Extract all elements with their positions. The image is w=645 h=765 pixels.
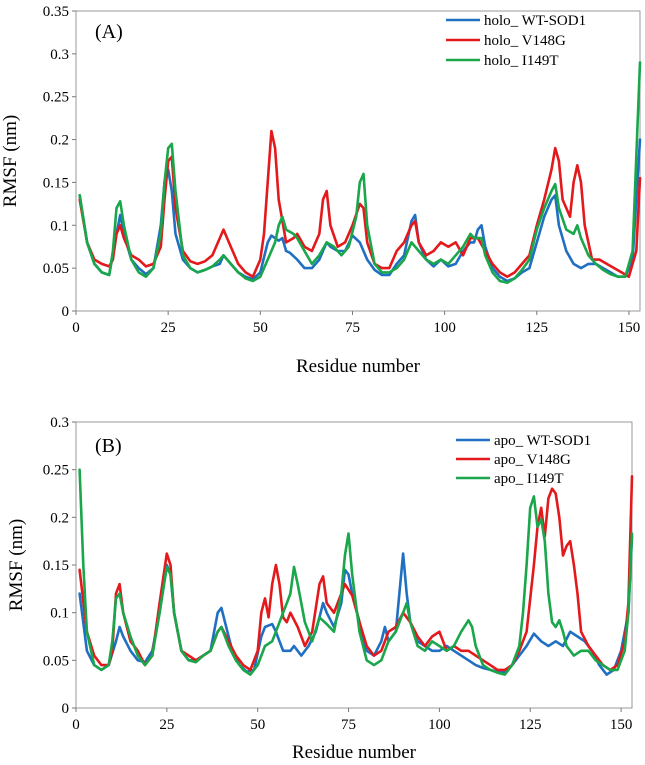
plot-area-frame [75,10,641,312]
legend-label: holo_ V148G [484,33,566,49]
x-axis-title: Residue number [296,356,421,377]
x-tick-label: 50 [253,320,268,336]
y-tick-label: 0.25 [43,463,69,479]
y-axis-title: RMSF (nm) [0,115,21,207]
x-tick-label: 75 [341,717,356,733]
series-line-3 [78,61,642,284]
x-tick-label: 50 [250,717,265,733]
series-line-2 [78,129,642,278]
legend-label: apo_ V148G [494,452,571,468]
legend-label: apo_ WT-SOD1 [494,433,591,449]
x-tick-label: 0 [72,320,80,336]
chart-panel-a: 0 0.05 0.1 0.15 0.2 0.25 0.3 0.35 0 25 50 75 100 125 1… [0,4,642,377]
x-tick-label: 125 [526,320,549,336]
y-tick-label: 0.2 [50,133,69,149]
x-tick-label: 25 [159,717,174,733]
y-tick-label: 0.3 [50,47,69,63]
y-tick-label: 0.1 [50,218,69,234]
y-tick-label: 0.35 [43,4,69,20]
y-tick-label: 0 [62,304,70,320]
y-tick-label: 0 [62,701,70,717]
series-line-3 [78,468,634,676]
legend-label: apo_ I149T [494,471,564,487]
panel-label: (A) [95,21,123,43]
x-tick-label: 100 [428,717,451,733]
y-tick-label: 0.15 [43,558,69,574]
legend-label: holo_ WT-SOD1 [484,13,586,29]
x-tick-label: 0 [72,717,80,733]
chart-panel-b: 0 0.05 0.1 0.15 0.2 0.25 0.3 0 25 50 75 100 125 150 ap… [6,415,634,763]
y-axis-title: RMSF (nm) [6,519,27,611]
y-tick-label: 0.1 [50,606,69,622]
x-axis-title: Residue number [292,742,417,763]
y-tick-label: 0.2 [50,510,69,526]
panel-label: (B) [95,435,122,457]
y-tick-label: 0.05 [43,653,69,669]
x-tick-label: 150 [618,320,641,336]
x-tick-label: 25 [161,320,176,336]
y-tick-label: 0.3 [50,415,69,431]
y-tick-label: 0.15 [43,175,69,191]
y-tick-label: 0.05 [43,261,69,277]
x-tick-label: 100 [433,320,456,336]
x-tick-label: 150 [610,717,633,733]
x-tick-label: 125 [519,717,542,733]
x-tick-label: 75 [345,320,360,336]
legend-label: holo_ I149T [484,53,559,69]
y-tick-label: 0.25 [43,90,69,106]
